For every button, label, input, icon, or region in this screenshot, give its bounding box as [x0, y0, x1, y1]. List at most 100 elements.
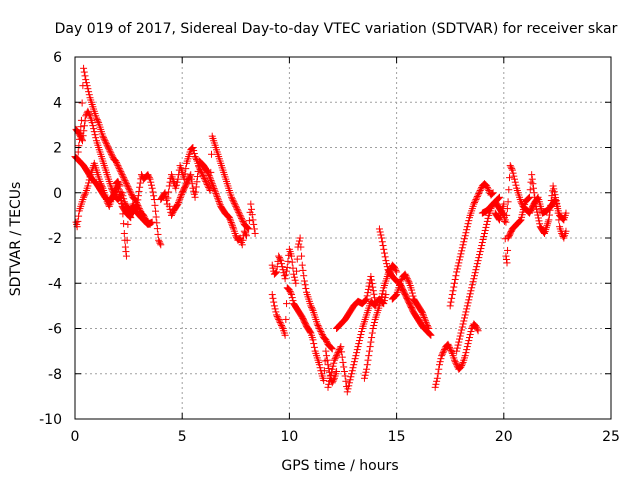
data-point — [455, 338, 463, 346]
data-point — [483, 183, 491, 191]
data-point — [90, 125, 98, 133]
data-point — [380, 297, 388, 305]
data-point — [461, 352, 469, 360]
data-point — [356, 334, 364, 342]
data-point — [291, 276, 299, 284]
data-point — [455, 256, 463, 264]
data-point — [534, 211, 542, 219]
data-point — [531, 193, 539, 201]
data-point — [229, 223, 237, 231]
data-point — [134, 192, 142, 200]
data-point — [277, 320, 285, 328]
data-point — [473, 263, 481, 271]
data-point — [231, 201, 239, 209]
data-point — [201, 176, 209, 184]
data-point — [392, 266, 400, 274]
data-point — [495, 215, 503, 223]
data-point — [422, 318, 430, 326]
data-point — [113, 183, 121, 191]
data-point — [275, 317, 283, 325]
data-point — [476, 251, 484, 259]
data-point — [450, 279, 458, 287]
data-point — [287, 289, 295, 297]
data-point — [204, 182, 212, 190]
data-point — [238, 241, 246, 249]
data-point — [275, 315, 283, 323]
data-point — [112, 159, 120, 167]
data-point — [402, 272, 410, 280]
data-point — [318, 329, 326, 337]
data-point — [100, 135, 108, 143]
data-point — [192, 154, 200, 162]
data-point — [250, 225, 258, 233]
data-point — [423, 321, 431, 329]
data-point — [126, 187, 134, 195]
data-point — [444, 340, 452, 348]
data-point — [189, 184, 197, 192]
data-point — [369, 283, 377, 291]
data-point — [478, 242, 486, 250]
data-point — [424, 323, 432, 331]
data-point — [82, 76, 90, 84]
data-point — [79, 137, 87, 145]
data-point — [227, 218, 235, 226]
data-point — [494, 195, 502, 203]
data-point — [461, 232, 469, 240]
data-point — [502, 218, 510, 226]
data-point — [458, 360, 466, 368]
data-point — [426, 331, 434, 339]
data-point — [114, 162, 122, 170]
data-point — [331, 355, 339, 363]
data-point — [471, 197, 479, 205]
data-point — [464, 220, 472, 228]
data-point — [235, 235, 243, 243]
data-point — [425, 325, 433, 332]
data-point — [438, 352, 446, 360]
data-point — [364, 356, 372, 364]
data-point — [237, 213, 245, 221]
data-point — [503, 211, 511, 219]
data-point — [320, 367, 328, 375]
data-point — [510, 172, 518, 180]
data-point — [343, 388, 351, 396]
data-point — [122, 252, 130, 260]
data-point — [228, 220, 236, 228]
data-point — [236, 211, 244, 219]
data-point — [457, 250, 465, 258]
data-point — [173, 178, 181, 186]
data-point — [199, 171, 207, 179]
data-point — [115, 165, 123, 173]
data-point — [534, 214, 542, 222]
data-point — [165, 188, 173, 196]
data-point — [409, 292, 417, 300]
data-point — [502, 252, 510, 260]
data-point — [272, 269, 280, 277]
data-point — [466, 331, 474, 339]
data-point — [174, 175, 182, 183]
data-point — [451, 358, 459, 366]
data-point — [423, 320, 431, 328]
data-point — [383, 263, 391, 271]
data-point — [120, 174, 128, 182]
x-tick-label: 20 — [495, 429, 513, 445]
data-point — [511, 178, 519, 186]
data-point — [228, 195, 236, 203]
data-point — [89, 122, 97, 130]
data-point — [208, 178, 216, 186]
data-point — [268, 261, 276, 269]
data-point — [226, 215, 234, 223]
data-point — [320, 377, 328, 385]
data-point — [270, 298, 278, 306]
data-point — [376, 299, 384, 307]
data-point — [84, 107, 92, 115]
data-point — [434, 370, 442, 378]
data-point — [536, 220, 544, 228]
data-point — [460, 238, 468, 246]
data-point — [369, 325, 377, 332]
data-point — [244, 224, 252, 232]
data-point — [290, 273, 298, 281]
data-point — [358, 328, 366, 336]
data-point — [448, 291, 456, 299]
data-point — [124, 183, 132, 191]
data-point — [473, 193, 481, 201]
